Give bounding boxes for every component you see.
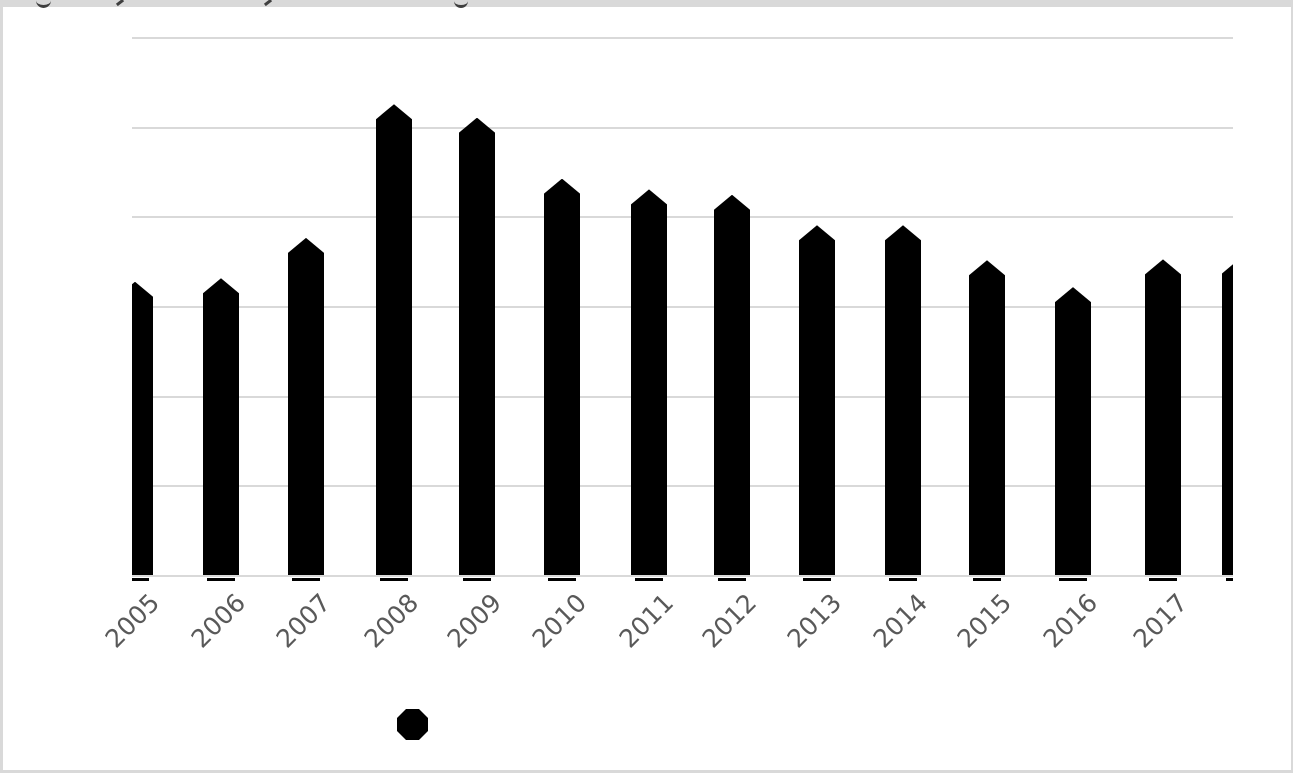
bar-base-mark [380,578,408,581]
gridline [132,485,1233,488]
bar-base-mark [635,578,663,581]
x-tick-label-2010: 2010 [527,588,593,654]
legend [397,709,436,740]
x-tick-label-2013: 2013 [782,588,848,654]
clipped-title-fragment [454,0,468,8]
bar-base-mark [1226,578,1233,581]
bar-base-mark [889,578,917,581]
x-tick-label-2006: 2006 [186,588,252,654]
bar-2005 [132,281,153,575]
bar-base-mark [463,578,491,581]
x-tick-label-2015: 2015 [952,588,1018,654]
x-tick-label-2009: 2009 [442,588,508,654]
bar-2006 [203,278,239,575]
bar-2015 [969,260,1005,575]
x-tick-label-2007: 2007 [271,588,337,654]
bar-base-mark [132,578,149,581]
plot-area [132,30,1233,582]
clipped-title-fragment [115,0,125,7]
x-axis-line [132,575,1233,577]
bar-2009 [459,117,495,575]
x-tick-label-2005: 2005 [100,588,166,654]
bar-base-mark [718,578,746,581]
bar-base-mark [973,578,1001,581]
bar-base-mark [548,578,576,581]
bar-base-mark [803,578,831,581]
bar-base-mark [1149,578,1177,581]
gridline [132,216,1233,219]
clipped-title-fragment [36,0,51,8]
bar-2007 [288,237,324,575]
bar-2017 [1145,259,1181,575]
x-tick-label-2017: 2017 [1128,588,1194,654]
bar-2016 [1055,287,1091,575]
bar-2011 [631,189,667,575]
bar-2014 [885,225,921,575]
gridline [132,305,1233,308]
bar-clipped [1222,258,1233,575]
x-tick-label-2012: 2012 [697,588,763,654]
bar-base-mark [292,578,320,581]
gridline [132,395,1233,398]
bar-2008 [376,104,412,575]
bar-2013 [799,225,835,575]
gridline [132,126,1233,129]
bar-base-mark [1059,578,1087,581]
bar-base-mark [207,578,235,581]
x-tick-label-2016: 2016 [1038,588,1104,654]
x-tick-label-2014: 2014 [868,588,934,654]
clipped-title-fragment [263,0,273,7]
x-tick-label-2011: 2011 [614,588,680,654]
bar-2012 [714,194,750,575]
legend-marker-icon [397,709,428,740]
bar-2010 [544,178,580,575]
gridline [132,36,1233,39]
x-tick-label-2008: 2008 [359,588,425,654]
